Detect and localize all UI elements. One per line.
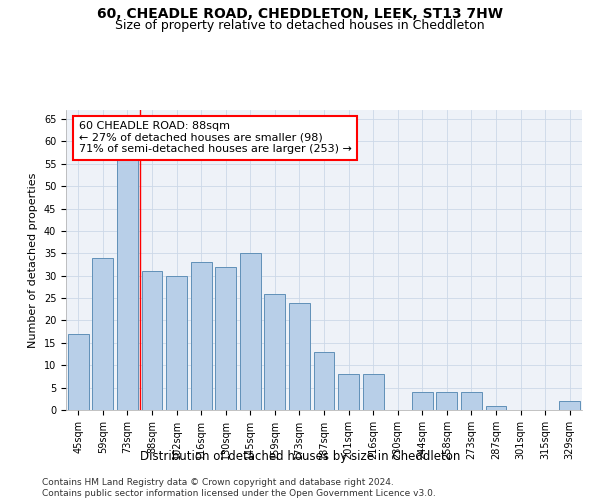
- Bar: [68, 334, 89, 410]
- Bar: [559, 401, 580, 410]
- Bar: [461, 392, 482, 410]
- Bar: [215, 266, 236, 410]
- Bar: [142, 271, 163, 410]
- Text: Distribution of detached houses by size in Cheddleton: Distribution of detached houses by size …: [140, 450, 460, 463]
- Text: 60, CHEADLE ROAD, CHEDDLETON, LEEK, ST13 7HW: 60, CHEADLE ROAD, CHEDDLETON, LEEK, ST13…: [97, 8, 503, 22]
- Bar: [436, 392, 457, 410]
- Bar: [362, 374, 383, 410]
- Bar: [240, 254, 261, 410]
- Text: Contains HM Land Registry data © Crown copyright and database right 2024.
Contai: Contains HM Land Registry data © Crown c…: [42, 478, 436, 498]
- Bar: [338, 374, 359, 410]
- Bar: [166, 276, 187, 410]
- Bar: [289, 302, 310, 410]
- Text: 60 CHEADLE ROAD: 88sqm
← 27% of detached houses are smaller (98)
71% of semi-det: 60 CHEADLE ROAD: 88sqm ← 27% of detached…: [79, 121, 352, 154]
- Bar: [314, 352, 334, 410]
- Bar: [191, 262, 212, 410]
- Y-axis label: Number of detached properties: Number of detached properties: [28, 172, 38, 348]
- Bar: [265, 294, 286, 410]
- Bar: [117, 155, 138, 410]
- Bar: [92, 258, 113, 410]
- Text: Size of property relative to detached houses in Cheddleton: Size of property relative to detached ho…: [115, 18, 485, 32]
- Bar: [485, 406, 506, 410]
- Bar: [412, 392, 433, 410]
